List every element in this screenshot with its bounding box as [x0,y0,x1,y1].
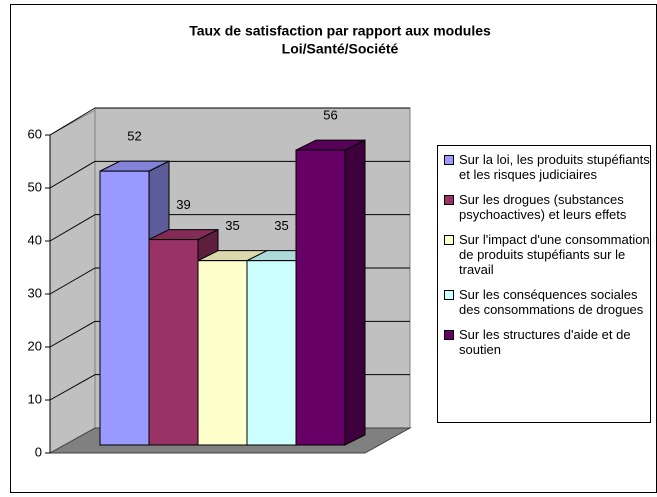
legend-label: Sur les conséquences sociales des consom… [459,287,644,317]
legend-label: Sur l'impact d'une consommation de produ… [459,232,650,277]
y-tick-label: 10 [28,391,42,406]
chart-title: Loi/Santé/Société [282,41,399,57]
data-label: 35 [274,218,288,233]
y-tick-label: 60 [28,126,42,141]
grid-line [49,267,96,295]
legend-entry: Sur la loi, les produits stupéfiants et … [444,152,650,182]
grid-line [49,214,96,242]
legend-swatch [444,235,454,245]
y-tick-label: 40 [28,232,42,247]
data-label: 35 [225,218,239,233]
y-tick-label: 50 [28,179,42,194]
y-tick-label: 0 [35,444,42,459]
chart-title: Taux de satisfaction par rapport aux mod… [189,23,491,39]
legend-entry: Sur les structures d'aide et de soutien [444,327,650,357]
legend-swatch [444,330,454,340]
bar [246,260,297,446]
grid-line [49,374,96,401]
bar-side [344,139,366,446]
bar [148,239,199,446]
legend-swatch [444,290,454,300]
legend-label: Sur les structures d'aide et de soutien [459,327,631,357]
legend-swatch [444,155,454,165]
legend-entry: Sur les conséquences sociales des consom… [444,287,650,317]
grid-line [49,107,96,136]
legend-entry: Sur les drogues (substances psychoactive… [444,192,650,222]
legend-label: Sur la loi, les produits stupéfiants et … [459,152,650,182]
bar [197,260,248,446]
data-label: 56 [323,108,337,123]
y-tick-label: 30 [28,285,42,300]
data-label: 39 [176,197,190,212]
bar [99,170,150,446]
legend: Sur la loi, les produits stupéfiants et … [437,145,651,423]
grid-line [49,160,96,189]
legend-swatch [444,195,454,205]
data-label: 52 [127,129,141,144]
y-tick-label: 20 [28,338,42,353]
bar [295,149,346,446]
grid-line [49,320,96,348]
legend-label: Sur les drogues (substances psychoactive… [459,192,627,222]
legend-entry: Sur l'impact d'une consommation de produ… [444,232,650,277]
